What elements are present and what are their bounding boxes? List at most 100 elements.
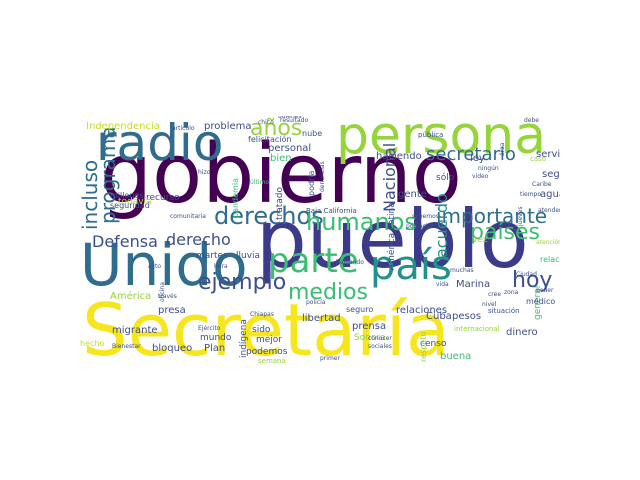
word-nube: nube <box>302 129 323 138</box>
word-zona: zona <box>504 289 519 296</box>
word-migrante: migrante <box>112 325 158 336</box>
word-conocer: conocer <box>368 335 392 342</box>
word-semana: semana <box>258 357 286 365</box>
word-ejemplo: ejemplo <box>198 270 287 295</box>
word-sonora: Sonora <box>354 333 386 343</box>
word-vida: vida <box>436 281 449 288</box>
word-unido: Unido <box>80 231 248 299</box>
word-cloud: Secretaría gobierno pueblo persona Unido… <box>80 116 560 366</box>
word-ultimo: último <box>250 179 270 186</box>
word-caso: caso <box>530 155 547 163</box>
word-atencion: atención <box>536 239 560 246</box>
word-solo: sólo <box>436 173 455 183</box>
word-dinero: dinero <box>506 327 538 338</box>
word-resultado: resultado <box>280 117 309 124</box>
word-sociales: sociales <box>368 343 392 350</box>
word-radio: radio <box>96 116 224 172</box>
word-podria: podría <box>307 170 316 196</box>
word-respeto: respeto <box>419 331 428 362</box>
word-parte: parte <box>268 241 359 281</box>
word-independencia: Independencia <box>86 121 160 132</box>
word-anos: años <box>250 116 303 141</box>
word-atender: atender <box>538 207 560 214</box>
word-muchas: muchas <box>450 267 474 274</box>
word-humanos: humanos <box>306 208 417 236</box>
word-millones: millones <box>110 191 144 200</box>
word-traves: través <box>158 293 177 300</box>
word-hizo: hizo <box>198 169 211 176</box>
word-secretario: secretario <box>426 144 516 165</box>
word-chico: chico <box>258 119 274 126</box>
word-problema: problema <box>204 121 252 132</box>
word-poder: poder <box>536 287 554 294</box>
word-seguir: seguir <box>542 169 560 180</box>
word-agua: agua <box>540 189 560 200</box>
word-recurso: recurso <box>146 193 180 203</box>
word-ciudad: Ciudad <box>516 271 537 278</box>
word-pueblo: pueblo <box>256 193 529 286</box>
word-bienestar: Bienestar <box>112 343 141 350</box>
word-sido: sido <box>252 325 271 335</box>
word-sabemos: sabemos <box>412 213 439 220</box>
word-paises: países <box>470 220 541 245</box>
word-chiapas: Chiapas <box>250 311 274 318</box>
word-pais: país <box>370 243 452 289</box>
word-quienes: quienes <box>278 116 302 120</box>
word-relacion: relación <box>540 255 560 264</box>
word-gente: gente <box>398 189 427 200</box>
word-denuncias: denuncias <box>319 161 326 192</box>
word-bloqueo: bloqueo <box>152 343 193 354</box>
word-martes: martes <box>196 251 228 261</box>
word-vez: vez <box>472 235 488 245</box>
word-jueves: jueves <box>517 206 524 226</box>
word-debe: debe <box>524 117 539 124</box>
word-hablando: hablando <box>336 259 364 266</box>
word-derecho: derecho <box>166 230 231 249</box>
word-medico: médico <box>526 297 556 306</box>
word-video: video <box>472 173 489 180</box>
word-tiempo: tiempo <box>520 191 542 198</box>
word-bien: bien <box>270 153 292 164</box>
word-area: área <box>499 142 506 156</box>
word-hecho: hecho <box>80 339 105 348</box>
word-ley: ley <box>470 153 485 164</box>
word-baja-california: Baja California <box>306 207 357 215</box>
word-comunitaria: comunitaria <box>170 213 206 220</box>
word-internacional: internacional <box>454 325 500 333</box>
word-felicitacion: felicitación <box>248 135 292 144</box>
word-poblacion: población <box>406 223 436 230</box>
word-nivel: nivel <box>482 301 497 308</box>
word-libertad: libertad <box>302 313 341 324</box>
word-servicio: servicio <box>536 149 560 160</box>
word-ningun: ningún <box>478 165 499 172</box>
word-policia: policía <box>306 299 326 306</box>
word-tratado: tratado <box>275 186 285 220</box>
word-haciendo: haciendo <box>376 151 422 162</box>
word-defensa: Defensa <box>92 232 158 251</box>
word-pandemia: pandemia <box>231 178 240 218</box>
word-primer: primer <box>320 355 340 362</box>
word-america-latina: América Latina <box>387 202 397 270</box>
word-prensa: prensa <box>352 321 387 332</box>
word-lluvia: lluvia <box>236 251 261 261</box>
word-caribe: Caribe <box>532 181 552 188</box>
word-ejercito: Ejército <box>198 325 221 332</box>
word-persona: persona <box>336 116 547 166</box>
word-todavia: todavía <box>118 197 152 207</box>
word-personal: personal <box>268 143 312 154</box>
word-hora: hora <box>214 263 228 270</box>
word-medios: medios <box>288 280 368 305</box>
word-america: América <box>110 291 152 302</box>
word-seguro: seguro <box>346 305 374 314</box>
word-relaciones: relaciones <box>396 305 448 316</box>
word-buena: buena <box>440 351 472 362</box>
word-seguridad: seguridad <box>110 201 150 210</box>
word-plan: Plan <box>204 343 226 354</box>
word-censo: censo <box>420 339 447 349</box>
word-articulo: artículo <box>172 125 195 132</box>
word-publica: pública <box>418 131 444 139</box>
word-presa: presa <box>158 305 186 316</box>
word-situacion: situación <box>488 307 520 315</box>
word-cuba: Cuba <box>426 311 452 322</box>
word-hoy: hoy <box>512 268 553 293</box>
